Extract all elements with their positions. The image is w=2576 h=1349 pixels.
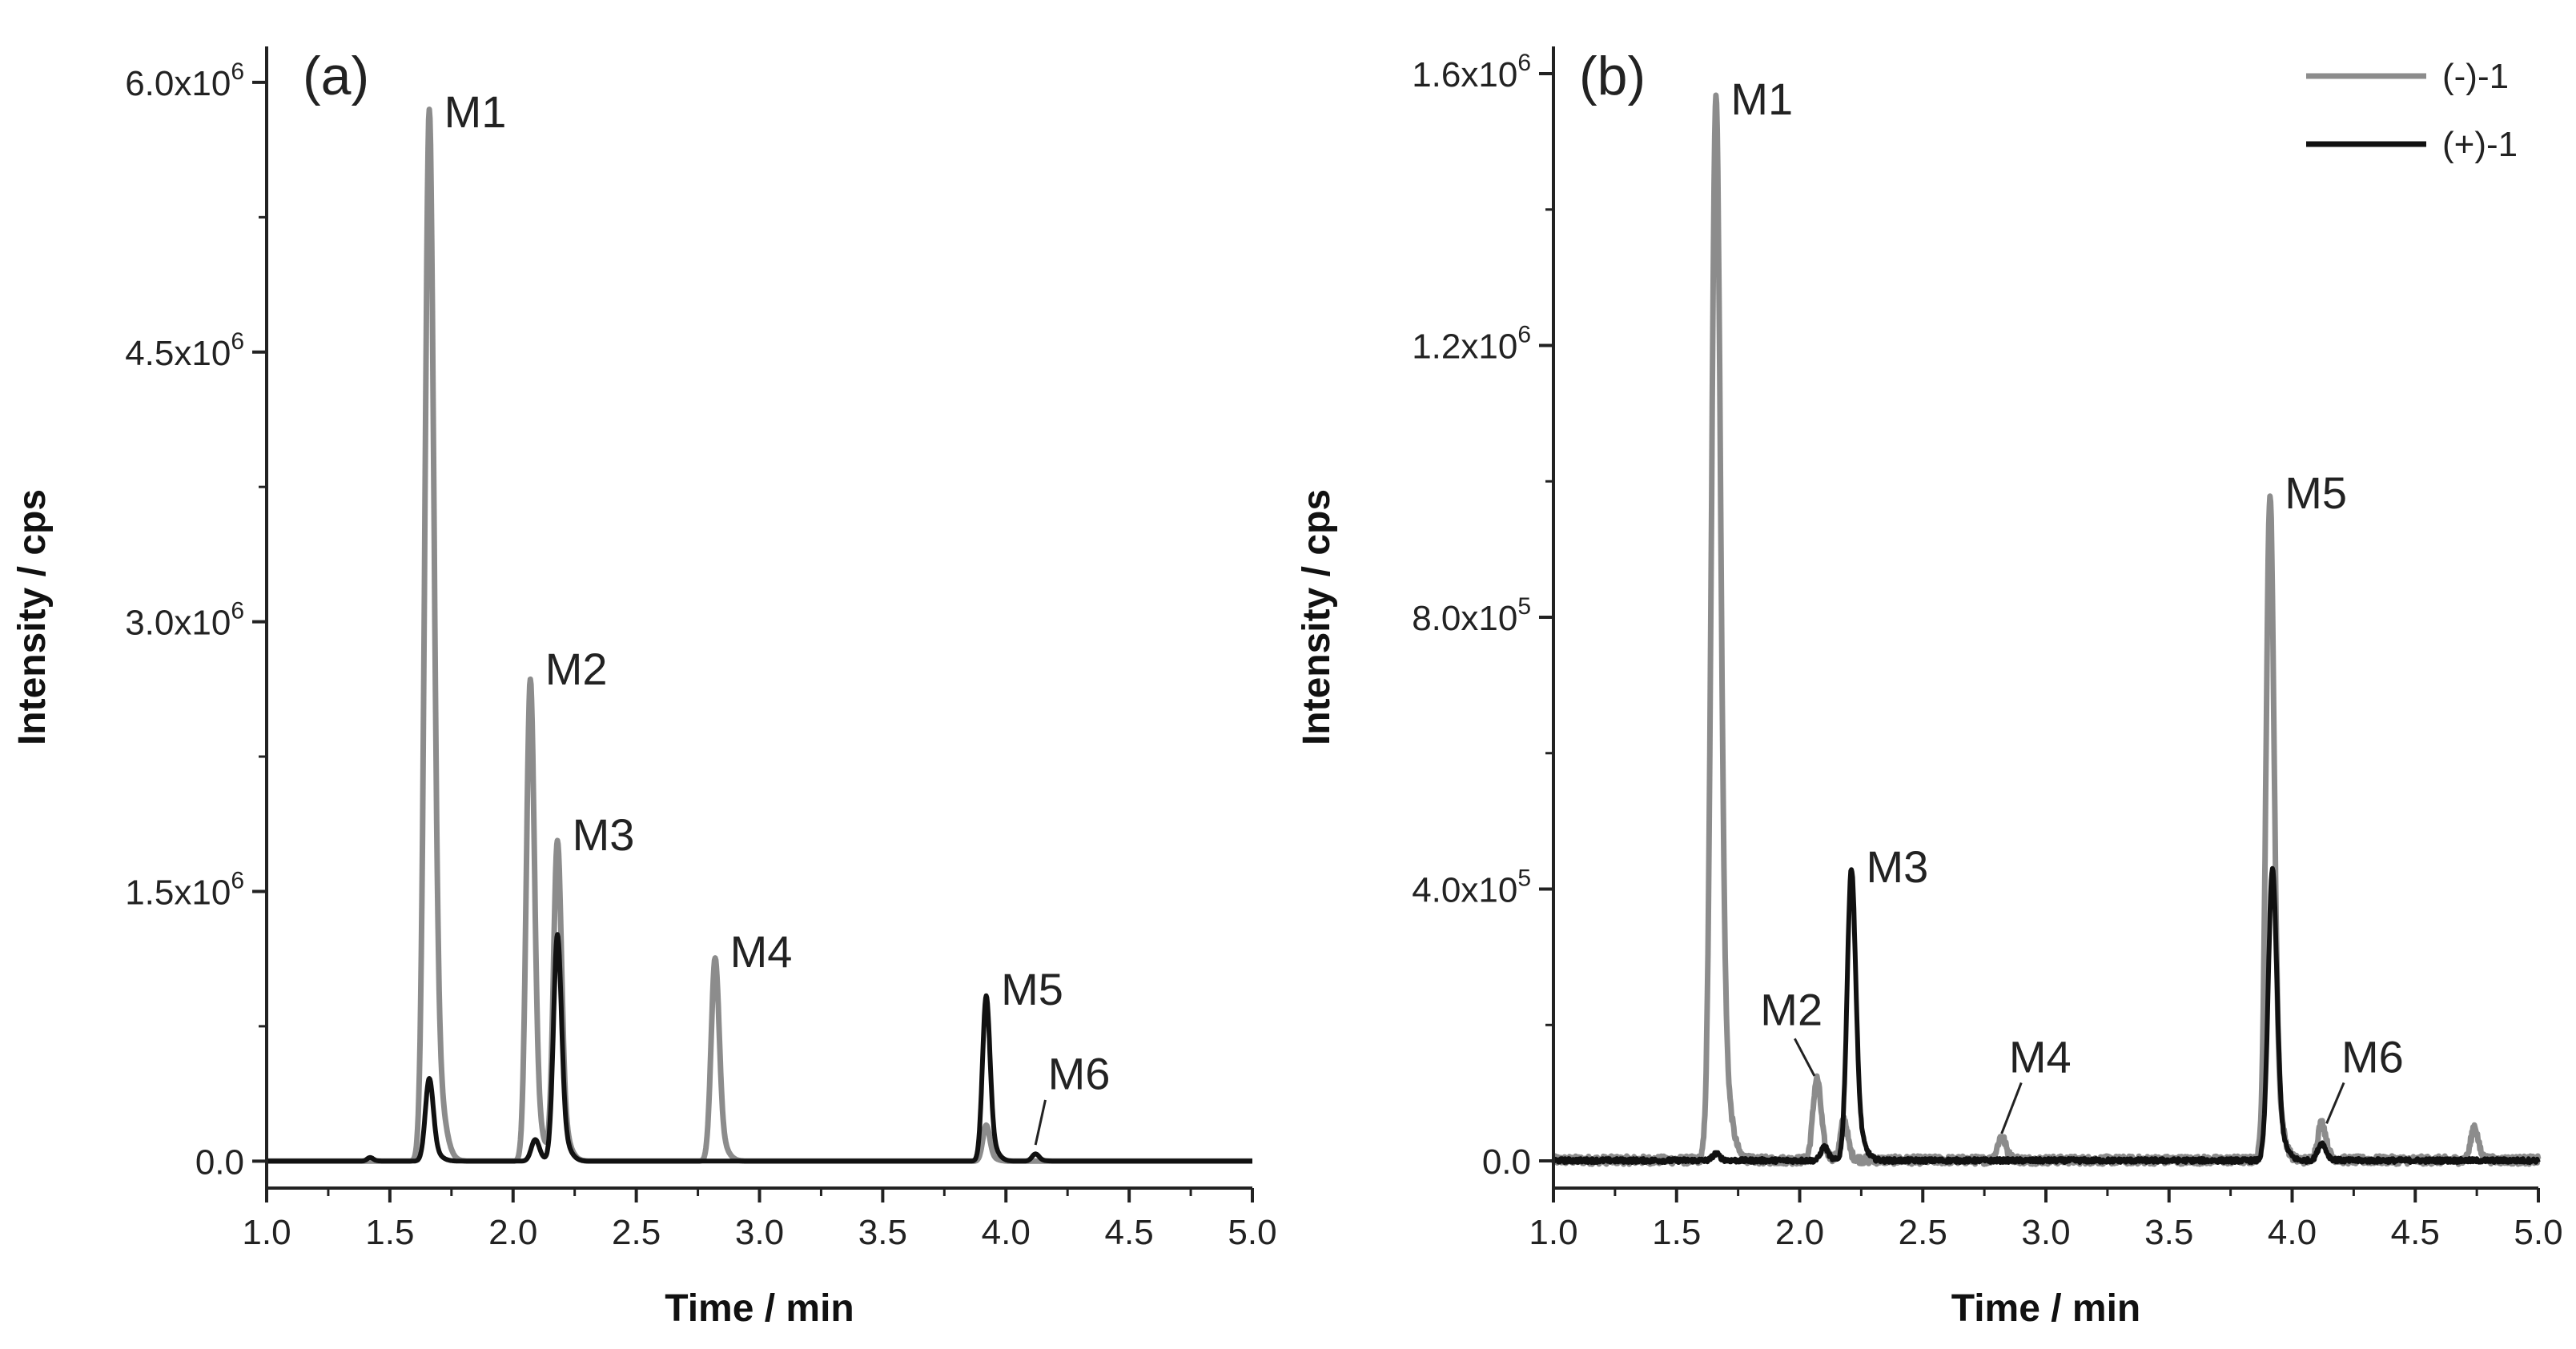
x-tick-label: 4.0 (982, 1213, 1031, 1252)
panel-label: (b) (1579, 46, 1646, 106)
y-tick-label: 1.2x106 (1412, 321, 1531, 366)
y-axis-title: Intensity / cps (1296, 489, 1338, 745)
x-tick-label: 5.0 (2514, 1213, 2562, 1252)
y-tick-label: 8.0x105 (1412, 593, 1531, 638)
y-tick-label: 0.0 (195, 1142, 244, 1182)
x-tick-label: 1.0 (242, 1213, 291, 1252)
y-axis-title: Intensity / cps (11, 489, 54, 745)
peak-label-m1: M1 (1730, 74, 1793, 124)
x-tick-label: 2.0 (488, 1213, 537, 1252)
y-tick-label: 0.0 (1482, 1142, 1531, 1182)
y-tick-label: 4.5x106 (125, 328, 244, 373)
peak-label-m3: M3 (1867, 841, 1929, 892)
y-tick-label: 1.5x106 (125, 867, 244, 912)
x-tick-label: 3.5 (858, 1213, 907, 1252)
x-tick-label: 3.0 (735, 1213, 784, 1252)
y-tick-label: 4.0x105 (1412, 865, 1531, 910)
annotation-leader (1794, 1038, 1816, 1077)
x-axis-title: Time / min (1951, 1287, 2141, 1330)
legend-label-plus: (+)-1 (2442, 125, 2518, 164)
panel-label: (a) (303, 46, 369, 106)
series-line-plus (1551, 865, 2541, 1166)
peak-label-m1: M1 (444, 86, 507, 137)
x-tick-label: 1.0 (1529, 1213, 1577, 1252)
legend: (-)-1 (+)-1 (2306, 57, 2518, 164)
x-tick-label: 4.0 (2268, 1213, 2317, 1252)
y-tick-label: 3.0x106 (125, 598, 244, 643)
series-line-plus (264, 932, 1255, 1164)
peak-label-m6: M6 (2341, 1032, 2404, 1082)
peak-label-m5: M5 (1001, 964, 1063, 1014)
annotation-leader (1034, 1099, 1047, 1146)
x-tick-label: 2.5 (612, 1213, 661, 1252)
x-tick-label: 3.0 (2021, 1213, 2070, 1252)
peak-label-m2: M2 (1760, 984, 1822, 1034)
y-tick-label: 6.0x106 (125, 58, 244, 103)
annotation-leader (2325, 1082, 2345, 1124)
peak-label-m5: M5 (2285, 468, 2347, 518)
x-tick-label: 2.5 (1899, 1213, 1947, 1252)
x-axis-title: Time / min (665, 1287, 854, 1330)
x-tick-label: 1.5 (1652, 1213, 1701, 1252)
panel-b: 1.0 1.5 2.0 2.5 3.0 3.5 4.0 4.5 5.0 0.0 4.0x105 8.0… (1296, 46, 2563, 1330)
annotation-leader (2000, 1082, 2023, 1134)
legend-label-minus: (-)-1 (2442, 57, 2509, 96)
x-tick-label: 4.5 (2391, 1213, 2440, 1252)
peak-label-m6: M6 (1048, 1048, 1111, 1098)
x-tick-label: 1.5 (365, 1213, 414, 1252)
peak-label-m2: M2 (545, 644, 608, 694)
series-line-minus (1550, 92, 2542, 1167)
x-tick-label: 5.0 (1228, 1213, 1276, 1252)
peak-label-m3: M3 (573, 809, 635, 860)
peak-label-m4: M4 (2009, 1032, 2072, 1082)
x-tick-label: 2.0 (1775, 1213, 1824, 1252)
peak-label-m4: M4 (730, 926, 793, 977)
panel-a: 1.0 1.5 2.0 2.5 3.0 3.5 4.0 4.5 5.0 0.0 1.5x106 3.0… (11, 46, 1277, 1330)
series-line-minus (264, 106, 1255, 1164)
x-tick-label: 3.5 (2144, 1213, 2193, 1252)
x-tick-label: 4.5 (1105, 1213, 1154, 1252)
y-tick-label: 1.6x106 (1412, 50, 1531, 94)
